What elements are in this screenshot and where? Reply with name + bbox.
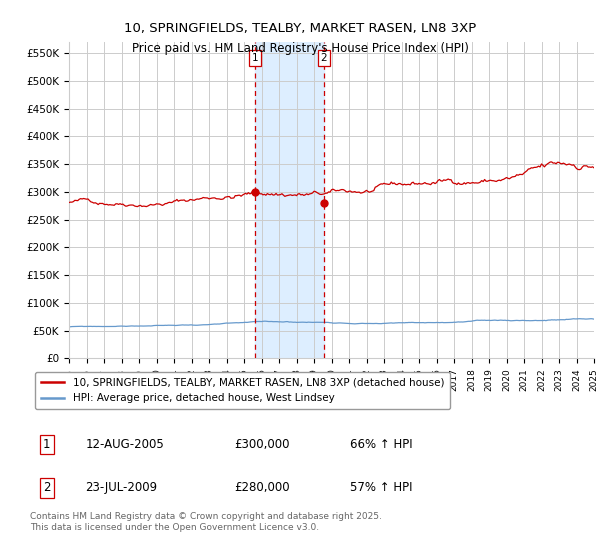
Text: Contains HM Land Registry data © Crown copyright and database right 2025.
This d: Contains HM Land Registry data © Crown c… — [30, 512, 382, 532]
Text: £280,000: £280,000 — [234, 482, 290, 494]
Text: 1: 1 — [43, 438, 50, 451]
Text: Price paid vs. HM Land Registry's House Price Index (HPI): Price paid vs. HM Land Registry's House … — [131, 42, 469, 55]
Text: 2: 2 — [43, 482, 50, 494]
Legend: 10, SPRINGFIELDS, TEALBY, MARKET RASEN, LN8 3XP (detached house), HPI: Average p: 10, SPRINGFIELDS, TEALBY, MARKET RASEN, … — [35, 372, 451, 409]
Text: 66% ↑ HPI: 66% ↑ HPI — [350, 438, 413, 451]
Text: 10, SPRINGFIELDS, TEALBY, MARKET RASEN, LN8 3XP: 10, SPRINGFIELDS, TEALBY, MARKET RASEN, … — [124, 22, 476, 35]
Text: 23-JUL-2009: 23-JUL-2009 — [85, 482, 157, 494]
Text: £300,000: £300,000 — [234, 438, 290, 451]
Text: 57% ↑ HPI: 57% ↑ HPI — [350, 482, 413, 494]
Bar — [254, 42, 324, 358]
Text: 12-AUG-2005: 12-AUG-2005 — [85, 438, 164, 451]
Text: 1: 1 — [251, 53, 258, 63]
Text: 2: 2 — [320, 53, 327, 63]
